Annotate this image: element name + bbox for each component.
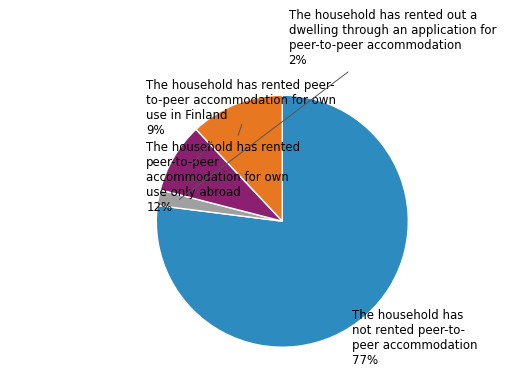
Wedge shape	[195, 95, 282, 221]
Wedge shape	[160, 129, 282, 221]
Text: The household has rented
peer-to-peer
accommodation for own
use only abroad
12%: The household has rented peer-to-peer ac…	[146, 124, 300, 214]
Wedge shape	[156, 95, 408, 347]
Text: The household has rented peer-
to-peer accommodation for own
use in Finland
9%: The household has rented peer- to-peer a…	[146, 79, 335, 165]
Text: The household has rented out a
dwelling through an application for
peer-to-peer : The household has rented out a dwelling …	[179, 9, 495, 200]
Text: The household has
not rented peer-to-
peer accommodation
77%: The household has not rented peer-to- pe…	[351, 309, 476, 367]
Wedge shape	[157, 190, 282, 221]
